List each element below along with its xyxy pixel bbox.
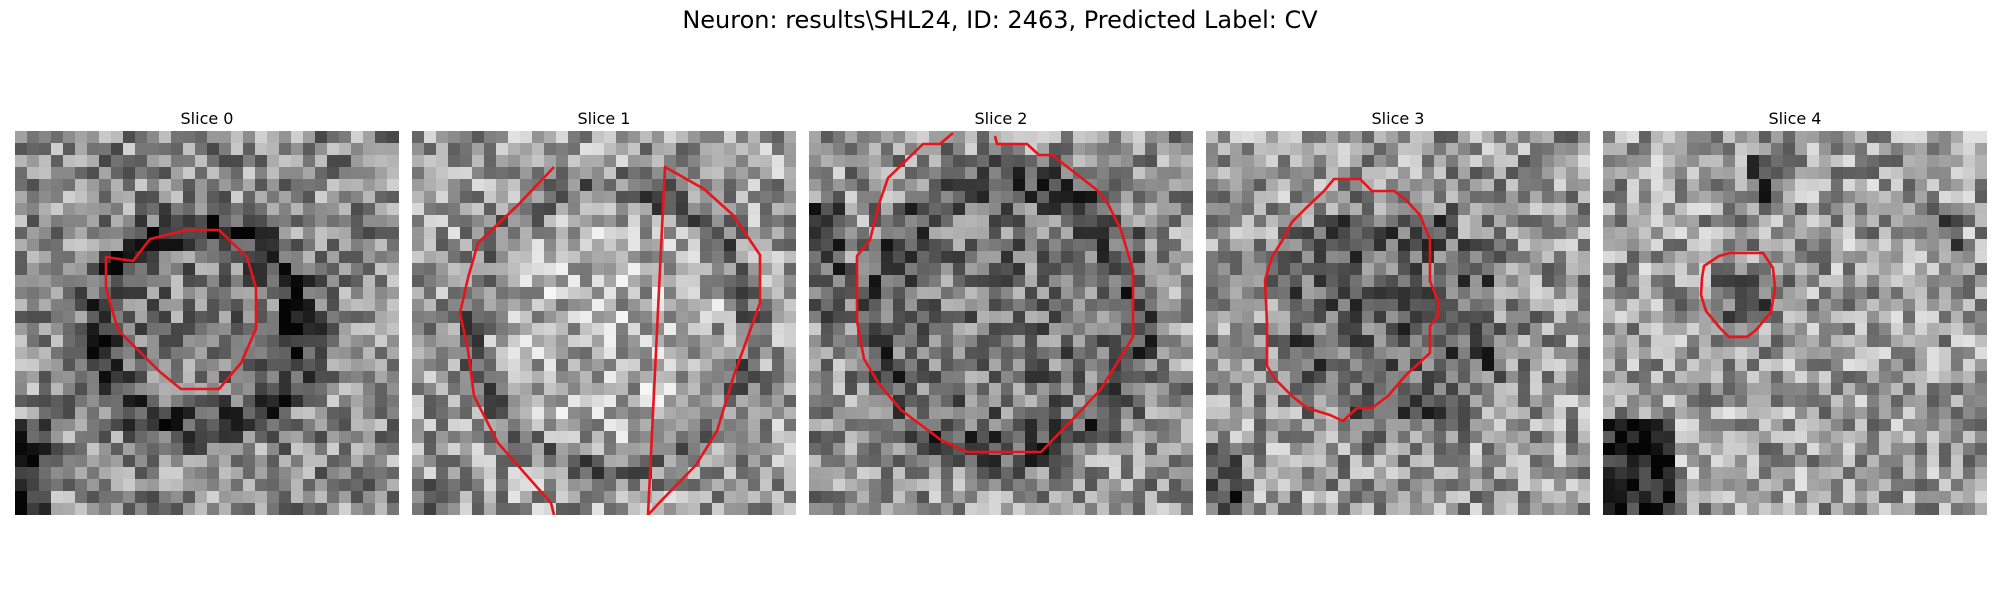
slice-title-4: Slice 4 xyxy=(1768,109,1822,128)
segmentation-contour xyxy=(855,132,1135,454)
figure-title: Neuron: results\SHL24, ID: 2463, Predict… xyxy=(682,6,1318,34)
slice-title-0: Slice 0 xyxy=(180,109,234,128)
slice-panel-1: Slice 1 xyxy=(412,109,796,515)
segmentation-contour xyxy=(1263,177,1440,423)
segmentation-contour xyxy=(458,165,762,515)
slice-title-3: Slice 3 xyxy=(1371,109,1425,128)
slice-panel-2: Slice 2 xyxy=(809,109,1193,515)
slice-panel-0: Slice 0 xyxy=(15,109,399,515)
slice-image-0 xyxy=(15,131,399,515)
slice-panel-4: Slice 4 xyxy=(1603,109,1987,515)
slice-image-2 xyxy=(809,131,1193,515)
slice-image-4 xyxy=(1603,131,1987,515)
segmentation-contour xyxy=(1699,251,1777,339)
slice-title-1: Slice 1 xyxy=(577,109,631,128)
slice-image-3 xyxy=(1206,131,1590,515)
slice-panel-3: Slice 3 xyxy=(1206,109,1590,515)
segmentation-contour xyxy=(104,228,258,391)
slice-image-1 xyxy=(412,131,796,515)
slice-title-2: Slice 2 xyxy=(974,109,1028,128)
